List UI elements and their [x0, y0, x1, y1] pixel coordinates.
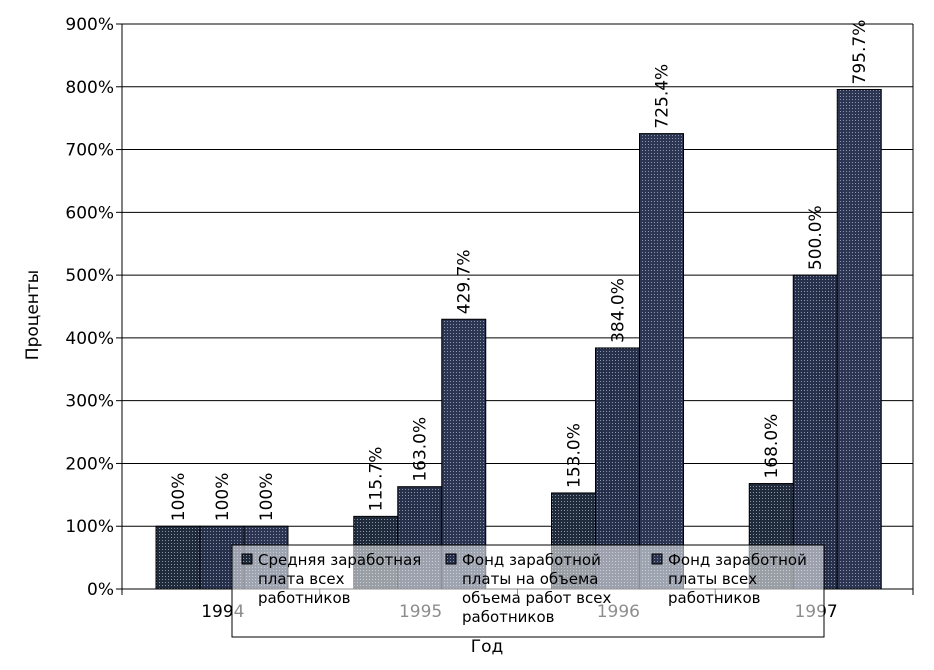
data-label: 795.7% — [850, 20, 870, 85]
legend-label: работников — [462, 608, 555, 626]
data-label: 163.0% — [411, 417, 431, 482]
data-label: 115.7% — [367, 447, 387, 512]
data-label: 725.4% — [653, 64, 673, 129]
data-label: 100% — [257, 473, 277, 522]
data-label: 153.0% — [565, 423, 585, 488]
y-axis-title: Проценты — [23, 270, 43, 360]
legend-label: Средняя заработная — [258, 551, 421, 569]
legend-swatch — [445, 553, 457, 565]
y-tick-label: 200% — [65, 454, 114, 474]
x-axis-title: Год — [471, 637, 504, 657]
data-labels: 100% 100% 100% 115.7% 163.0% 429.7% 153.0% 384.… — [169, 20, 870, 522]
legend-label: плата всех — [258, 570, 345, 588]
legend-swatch — [651, 553, 663, 565]
legend-label: работников — [258, 589, 351, 607]
legend-label: объема работ всех — [462, 589, 611, 607]
y-tick-label: 0% — [87, 580, 114, 600]
legend-label: платы всех — [668, 570, 757, 588]
y-tick-label: 800% — [65, 78, 114, 98]
data-label: 168.0% — [762, 414, 782, 479]
y-tick-label: 400% — [65, 329, 114, 349]
data-label: 429.7% — [455, 249, 475, 314]
y-tick-label: 100% — [65, 517, 114, 537]
legend-label: Фонд заработной — [668, 551, 807, 569]
data-label: 384.0% — [609, 278, 629, 343]
y-tick-label: 700% — [65, 141, 114, 161]
y-tick-label: 600% — [65, 203, 114, 223]
bar — [639, 133, 684, 590]
y-tick-label: 500% — [65, 266, 114, 286]
legend-swatch — [241, 553, 253, 565]
y-tick-label: 900% — [65, 15, 114, 35]
legend-label: работников — [668, 589, 761, 607]
data-label: 100% — [169, 473, 189, 522]
bar — [792, 274, 838, 590]
bar — [836, 88, 882, 590]
legend-box — [231, 544, 825, 638]
data-label: 100% — [213, 473, 233, 522]
legend-label: Фонд заработной — [462, 551, 601, 569]
data-label: 500.0% — [806, 205, 826, 270]
y-tick-label: 300% — [65, 392, 114, 412]
bar — [155, 525, 201, 590]
legend-label: платы на объема — [462, 570, 598, 588]
